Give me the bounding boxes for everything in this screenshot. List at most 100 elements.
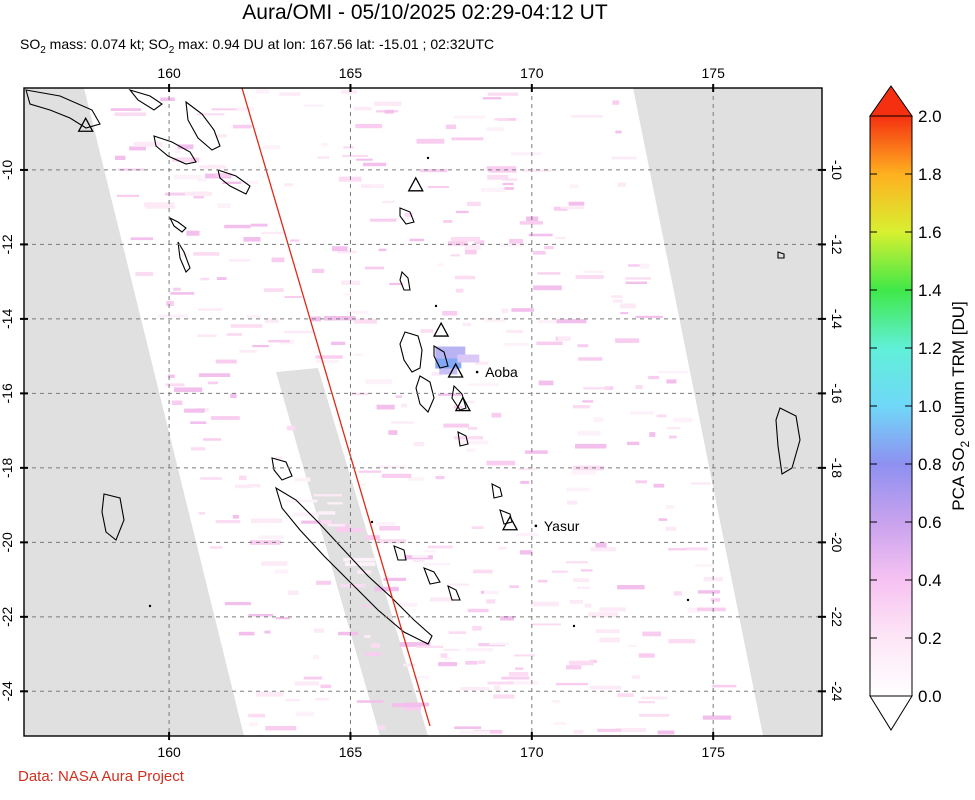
so2-noise-cell bbox=[459, 730, 491, 735]
so2-noise-cell bbox=[556, 319, 587, 324]
so2-noise-cell bbox=[615, 338, 640, 343]
swath-gap bbox=[276, 368, 428, 736]
so2-noise-cell bbox=[130, 237, 153, 241]
so2-noise-cell bbox=[509, 238, 523, 244]
so2-noise-cell bbox=[573, 465, 605, 471]
so2-noise-cell bbox=[447, 241, 468, 246]
so2-noise-cell bbox=[451, 137, 484, 141]
so2-noise-cell bbox=[450, 237, 480, 242]
so2-noise-cell bbox=[403, 707, 421, 711]
so2-noise-cell bbox=[294, 477, 311, 482]
so2-noise-cell bbox=[509, 585, 519, 589]
lat-tick-label-left: -20 bbox=[0, 532, 15, 552]
so2-noise-cell bbox=[501, 308, 509, 314]
so2-noise-cell bbox=[341, 90, 357, 94]
so2-noise-cell bbox=[577, 344, 589, 348]
so2-noise-cell bbox=[114, 112, 146, 116]
lon-tick-label-top: 165 bbox=[339, 65, 363, 81]
volcano-label: Aoba bbox=[485, 364, 518, 380]
so2-noise-cell bbox=[639, 263, 650, 269]
so2-noise-cell bbox=[494, 685, 501, 690]
swath-right bbox=[242, 88, 763, 736]
so2-noise-cell bbox=[327, 502, 343, 505]
so2-noise-cell bbox=[264, 318, 279, 323]
colorbar-tick-label: 1.2 bbox=[918, 339, 942, 358]
so2-noise-cell bbox=[466, 448, 476, 452]
so2-noise-cell bbox=[484, 317, 505, 323]
so2-noise-cell bbox=[551, 570, 568, 573]
so2-noise-cell bbox=[465, 660, 478, 665]
so2-noise-cell bbox=[343, 146, 354, 149]
so2-noise-cell bbox=[556, 682, 588, 686]
volcano-icon bbox=[433, 321, 450, 337]
so2-noise-cell bbox=[230, 393, 237, 398]
volcano-dot bbox=[475, 370, 479, 374]
so2-noise-cell bbox=[460, 687, 490, 691]
so2-noise-cell bbox=[506, 680, 539, 685]
data-credit: Data: NASA Aura Project bbox=[18, 768, 184, 785]
so2-noise-cell bbox=[514, 654, 535, 657]
so2-noise-cell bbox=[343, 557, 375, 562]
so2-noise-cell bbox=[251, 518, 283, 524]
volcano-icon bbox=[77, 116, 94, 132]
so2-noise-cell bbox=[133, 141, 163, 147]
subtitle-part-1: SO bbox=[20, 36, 41, 52]
so2-noise-cell bbox=[538, 579, 548, 583]
so2-noise-cell bbox=[454, 275, 476, 280]
so2-noise-cell bbox=[184, 408, 205, 413]
so2-noise-cell bbox=[315, 697, 329, 701]
so2-noise-cell bbox=[521, 169, 552, 172]
so2-noise-cell bbox=[449, 583, 470, 586]
so2-noise-cell bbox=[317, 155, 330, 160]
so2-hotspot-cell bbox=[435, 358, 462, 369]
volcano-icon bbox=[447, 362, 464, 378]
so2-noise-cell bbox=[413, 676, 430, 679]
so2-noise-cell bbox=[466, 400, 475, 404]
so2-noise-cell bbox=[268, 340, 290, 343]
so2-noise-cell bbox=[216, 277, 227, 280]
so2-noise-cell bbox=[342, 154, 368, 158]
so2-noise-cell bbox=[362, 162, 387, 167]
so2-noise-cell bbox=[399, 642, 431, 647]
so2-noise-cell bbox=[528, 233, 553, 237]
so2-noise-cell bbox=[438, 662, 457, 667]
so2-noise-cell bbox=[589, 685, 622, 690]
so2-noise-cell bbox=[577, 586, 590, 589]
so2-noise-cell bbox=[265, 726, 297, 731]
colorbar-tick-label: 1.0 bbox=[918, 397, 942, 416]
so2-noise-cell bbox=[638, 653, 655, 658]
colorbar-tick-label: 0.6 bbox=[918, 513, 942, 532]
so2-noise-cell bbox=[454, 726, 482, 729]
so2-noise-cell bbox=[294, 681, 320, 686]
so2-noise-cell bbox=[290, 239, 300, 242]
so2-noise-cell bbox=[487, 174, 509, 180]
so2-noise-cell bbox=[437, 263, 444, 267]
so2-noise-cell bbox=[595, 542, 607, 548]
so2-noise-cell bbox=[316, 580, 332, 585]
so2-noise-cell bbox=[261, 231, 286, 235]
so2-noise-cell bbox=[657, 730, 675, 735]
lon-tick-label-top: 175 bbox=[702, 65, 726, 81]
so2-noise-cell bbox=[620, 303, 636, 309]
so2-noise-cell bbox=[353, 353, 364, 356]
so2-noise-cell bbox=[284, 183, 294, 187]
subtitle-part-3: max: 0.94 DU at lon: 167.56 lat: -15.01 … bbox=[174, 36, 495, 52]
so2-noise-cell bbox=[575, 443, 607, 449]
so2-noise-cell bbox=[613, 299, 623, 303]
so2-noise-cell bbox=[401, 403, 408, 408]
so2-noise-cell bbox=[160, 97, 175, 101]
so2-noise-cell bbox=[625, 281, 648, 284]
so2-noise-cell bbox=[365, 652, 382, 656]
so2-noise-cell bbox=[210, 416, 240, 420]
so2-noise-cell bbox=[488, 170, 517, 173]
so2-noise-cell bbox=[320, 519, 332, 524]
so2-noise-field bbox=[110, 89, 737, 736]
so2-noise-cell bbox=[332, 246, 348, 252]
so2-noise-cell bbox=[697, 607, 726, 612]
lat-tick-label-left: -10 bbox=[0, 160, 15, 180]
so2-noise-cell bbox=[515, 667, 524, 670]
so2-noise-cell bbox=[235, 484, 253, 489]
so2-noise-cell bbox=[486, 166, 517, 171]
so2-noise-cell bbox=[301, 520, 333, 524]
so2-noise-cell bbox=[573, 578, 590, 583]
